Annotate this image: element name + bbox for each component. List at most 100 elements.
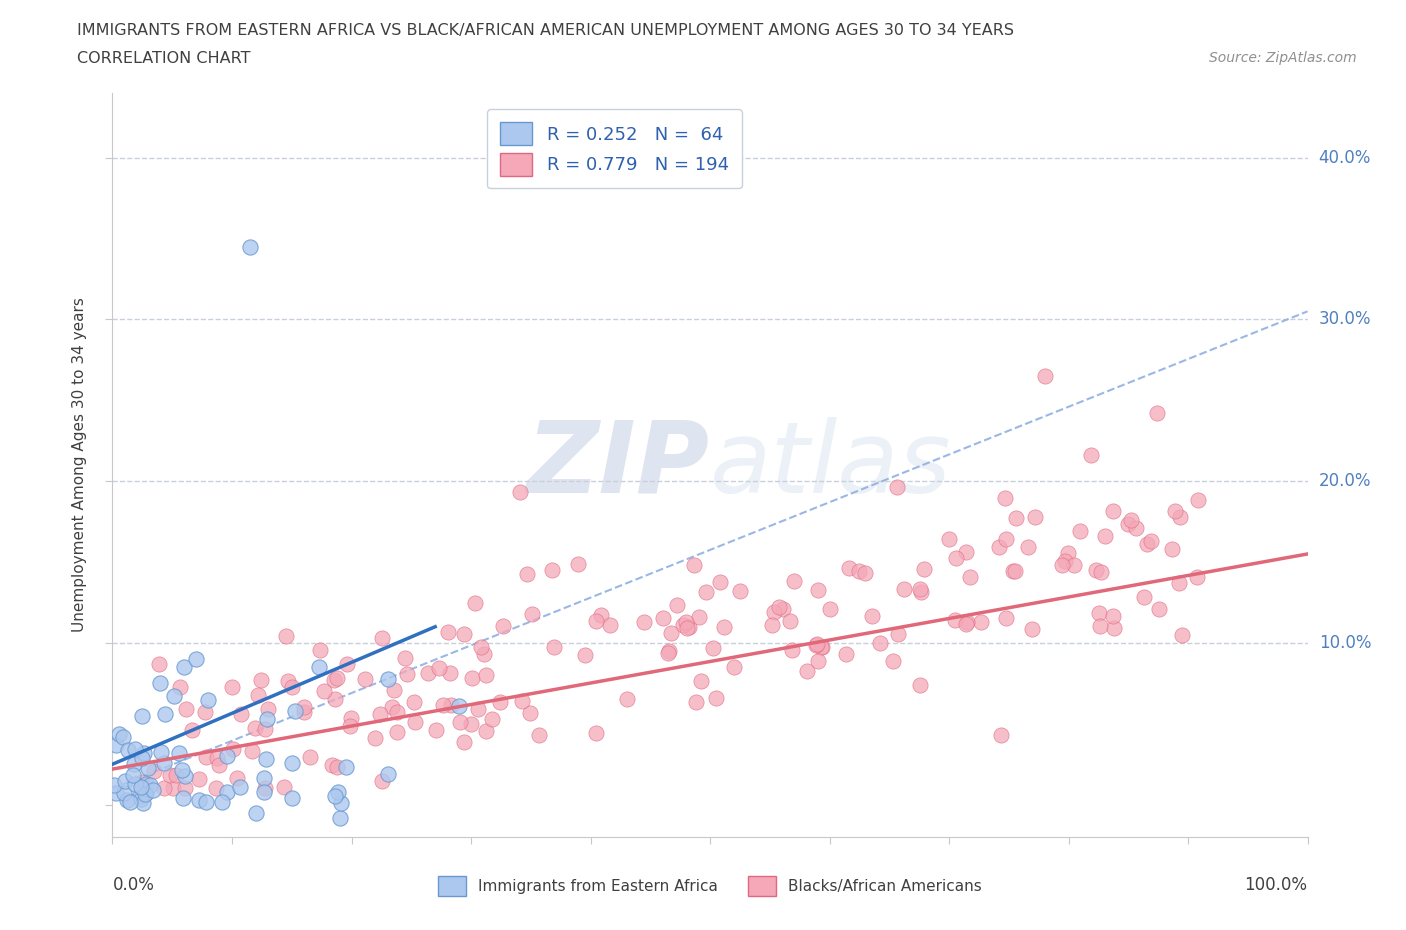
Point [135, 777, 157, 791]
Point [187, 772, 209, 787]
Point [131, 751, 153, 766]
Point [783, 574, 806, 589]
Point [281, 680, 304, 695]
Point [1104, 620, 1126, 635]
Point [1168, 510, 1191, 525]
Point [385, 704, 408, 719]
Point [912, 562, 935, 577]
Text: 0.0%: 0.0% [112, 876, 155, 894]
Point [1050, 557, 1073, 572]
Point [943, 612, 966, 627]
Point [472, 646, 495, 661]
Point [509, 485, 531, 499]
Point [1090, 565, 1112, 579]
Point [194, 704, 217, 719]
Point [1133, 590, 1156, 604]
Point [1080, 447, 1102, 462]
Point [685, 695, 707, 710]
Point [256, 701, 278, 716]
Point [1002, 564, 1025, 578]
Point [1053, 554, 1076, 569]
Point [475, 668, 498, 683]
Point [152, 781, 174, 796]
Point [148, 657, 170, 671]
Point [253, 785, 276, 800]
Point [908, 582, 931, 597]
Point [835, 646, 858, 661]
Text: CORRELATION CHART: CORRELATION CHART [77, 51, 250, 66]
Point [882, 653, 904, 668]
Point [762, 604, 785, 619]
Point [453, 735, 475, 750]
Point [723, 659, 745, 674]
Point [893, 582, 915, 597]
Point [229, 780, 252, 795]
Point [280, 790, 302, 805]
Point [675, 614, 697, 629]
Point [728, 584, 751, 599]
Point [616, 692, 638, 707]
Point [340, 711, 363, 725]
Point [463, 595, 485, 610]
Point [1125, 521, 1147, 536]
Point [134, 787, 156, 802]
Point [167, 745, 190, 760]
Point [129, 789, 152, 804]
Point [990, 727, 1012, 742]
Point [222, 742, 245, 757]
Point [695, 585, 717, 600]
Point [820, 602, 842, 617]
Point [336, 657, 359, 671]
Point [159, 768, 181, 783]
Point [959, 569, 981, 584]
Point [180, 723, 202, 737]
Text: Source: ZipAtlas.com: Source: ZipAtlas.com [1209, 51, 1357, 65]
Point [449, 698, 471, 713]
Point [298, 750, 321, 764]
Point [543, 639, 565, 654]
Point [377, 671, 399, 686]
Point [124, 777, 146, 791]
Point [155, 707, 177, 722]
Point [105, 785, 128, 800]
Point [292, 699, 315, 714]
Point [247, 688, 270, 703]
Point [1187, 492, 1209, 507]
Point [382, 683, 405, 698]
Point [519, 706, 541, 721]
Point [796, 663, 818, 678]
Point [149, 745, 172, 760]
Point [768, 600, 790, 615]
Point [1085, 563, 1108, 578]
Point [195, 750, 218, 764]
Point [1185, 569, 1208, 584]
Point [1063, 558, 1085, 573]
Point [467, 701, 489, 716]
Point [945, 551, 967, 565]
Point [688, 609, 710, 624]
Point [516, 566, 538, 581]
Point [105, 737, 128, 752]
Point [1057, 545, 1080, 560]
Point [169, 679, 191, 694]
Point [129, 791, 152, 806]
Point [1146, 405, 1168, 420]
Point [394, 651, 416, 666]
Point [231, 706, 253, 721]
Point [1101, 608, 1123, 623]
Point [955, 544, 977, 559]
Point [143, 764, 166, 778]
Point [124, 741, 146, 756]
Point [163, 689, 186, 704]
Point [186, 652, 208, 667]
Point [323, 691, 346, 706]
Point [449, 714, 471, 729]
Point [108, 726, 131, 741]
Point [1160, 542, 1182, 557]
Point [427, 660, 450, 675]
Point [329, 795, 352, 810]
Point [194, 794, 217, 809]
Point [176, 701, 198, 716]
Point [377, 767, 399, 782]
Point [221, 679, 243, 694]
